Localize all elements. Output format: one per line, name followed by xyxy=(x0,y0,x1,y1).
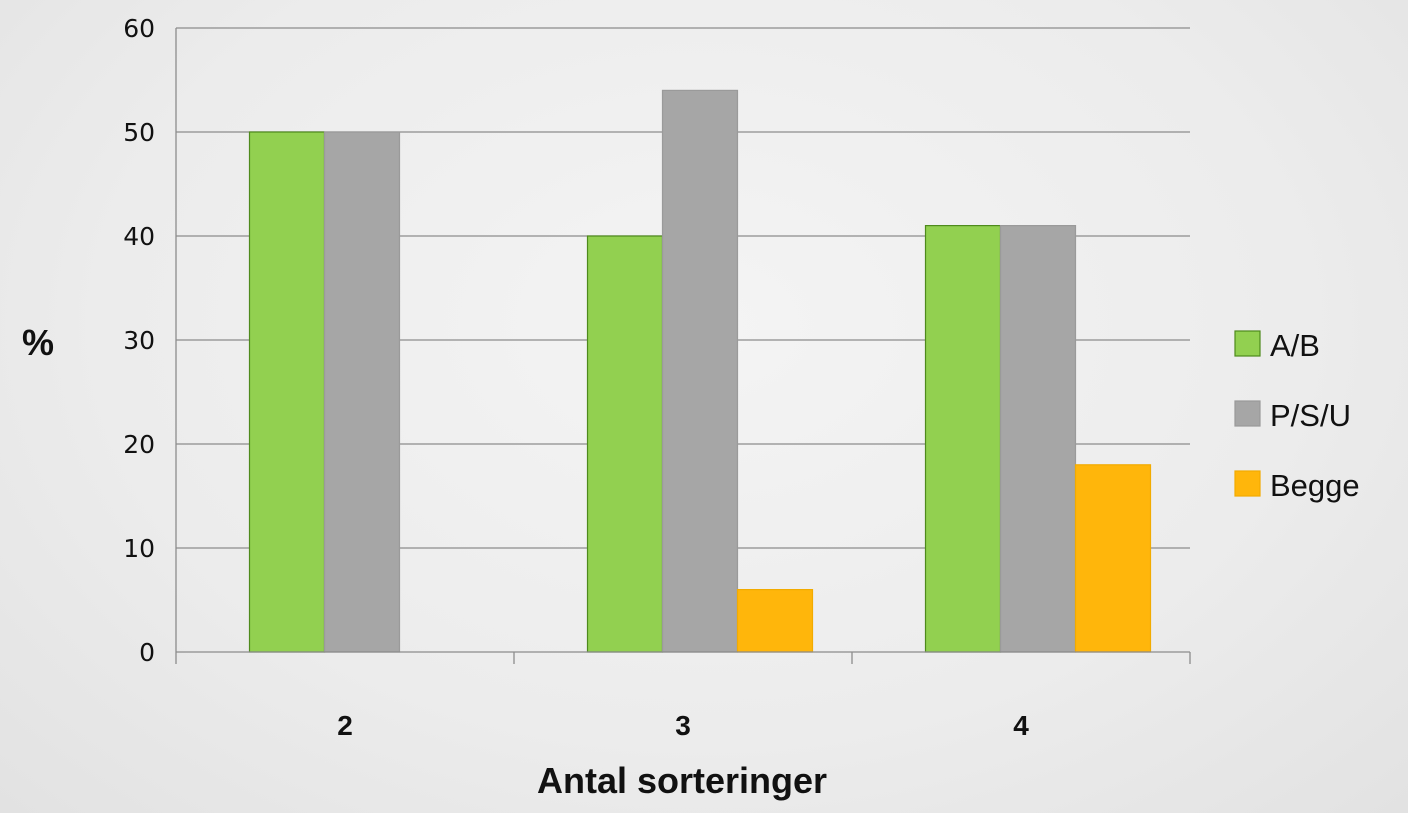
x-tick-labels: 2 3 4 xyxy=(337,710,1029,741)
x-tick-label: 3 xyxy=(675,710,691,741)
legend-item: A/B xyxy=(1234,328,1320,363)
y-axis-title: % xyxy=(22,322,54,363)
y-tick-label: 50 xyxy=(123,118,155,147)
y-tick-label: 10 xyxy=(123,534,155,563)
legend-swatch xyxy=(1234,470,1261,497)
legend: A/B P/S/U Begge xyxy=(1234,328,1360,503)
x-axis-title: Antal sorteringer xyxy=(537,760,827,801)
legend-label: P/S/U xyxy=(1270,398,1351,433)
x-tick-label: 2 xyxy=(337,710,353,741)
x-tick-label: 4 xyxy=(1013,710,1029,741)
bar-a-b-4 xyxy=(924,225,1002,653)
bar-begge-3 xyxy=(736,588,814,653)
y-tick-label: 0 xyxy=(139,638,155,667)
legend-swatch xyxy=(1234,330,1261,357)
legend-swatch xyxy=(1234,400,1261,427)
bar-a-b-2 xyxy=(248,131,326,653)
y-tick-labels: 0 10 20 30 40 50 60 xyxy=(123,14,155,667)
bar-p-s-u-3 xyxy=(661,89,739,653)
bar-begge-4 xyxy=(1074,464,1152,653)
bar-a-b-3 xyxy=(586,235,664,653)
bar-p-s-u-4 xyxy=(999,225,1077,653)
bar-p-s-u-2 xyxy=(323,131,401,653)
legend-item: P/S/U xyxy=(1234,398,1351,433)
y-tick-label: 30 xyxy=(123,326,155,355)
bars xyxy=(248,89,1152,653)
axes xyxy=(175,28,1191,664)
legend-label: Begge xyxy=(1270,468,1360,503)
y-tick-label: 20 xyxy=(123,430,155,459)
y-tick-label: 60 xyxy=(123,14,155,43)
legend-item: Begge xyxy=(1234,468,1360,503)
y-tick-label: 40 xyxy=(123,222,155,251)
legend-label: A/B xyxy=(1270,328,1320,363)
